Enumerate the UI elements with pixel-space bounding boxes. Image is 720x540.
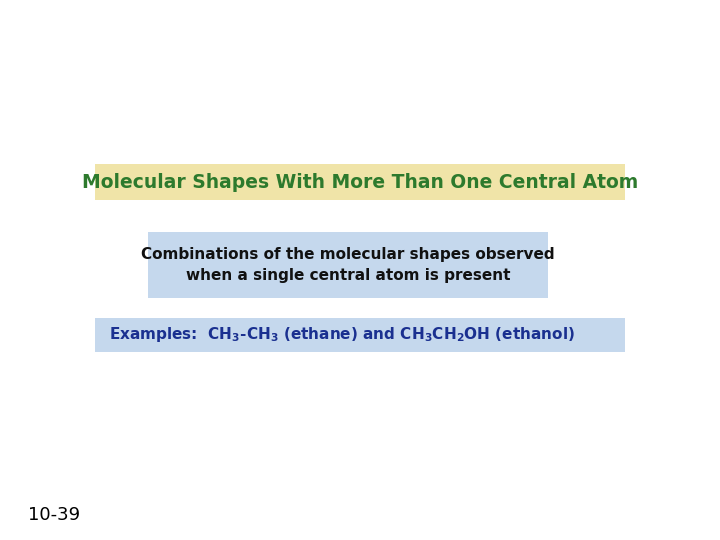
Text: Molecular Shapes With More Than One Central Atom: Molecular Shapes With More Than One Cent… bbox=[82, 172, 638, 192]
FancyBboxPatch shape bbox=[95, 318, 625, 352]
FancyBboxPatch shape bbox=[95, 164, 625, 200]
Text: 10-39: 10-39 bbox=[28, 506, 80, 524]
FancyBboxPatch shape bbox=[148, 232, 548, 298]
Text: Examples:  $\mathregular{CH_3}$-$\mathregular{CH_3}$ (ethane) and $\mathregular{: Examples: $\mathregular{CH_3}$-$\mathreg… bbox=[109, 326, 575, 345]
Text: Combinations of the molecular shapes observed
when a single central atom is pres: Combinations of the molecular shapes obs… bbox=[141, 247, 555, 283]
